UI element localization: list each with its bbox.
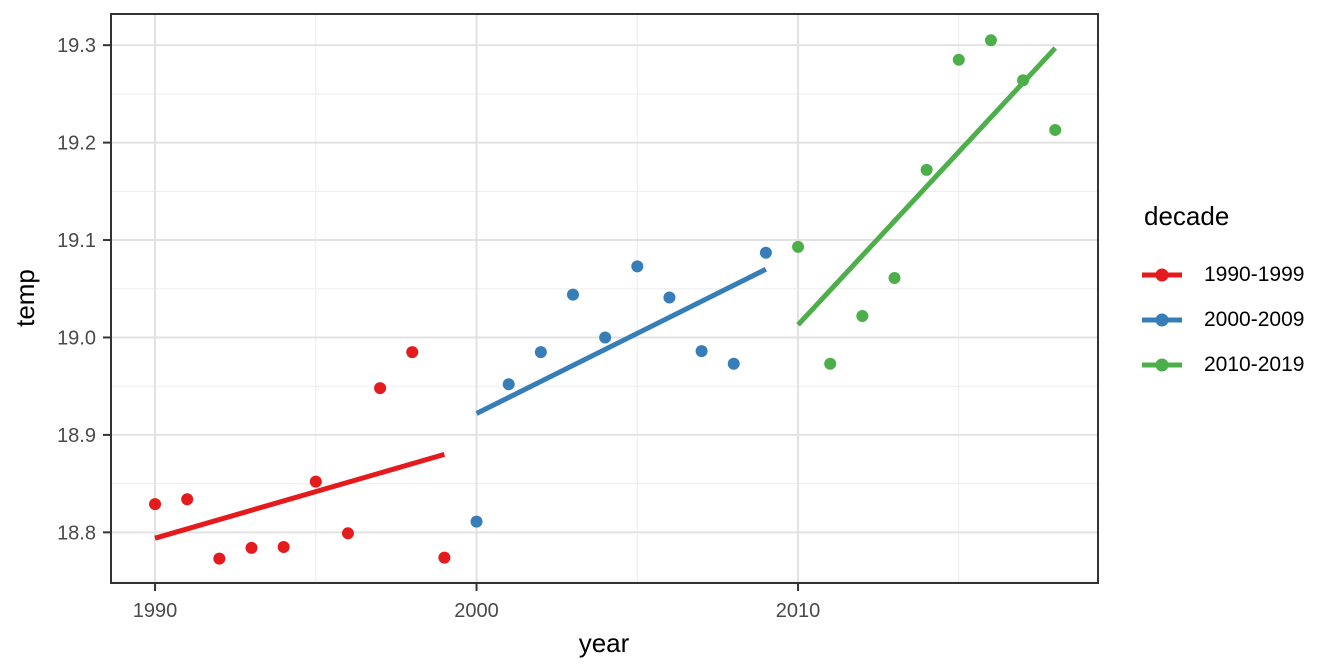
- data-point-2004: [599, 331, 612, 344]
- trend-line-2010-2019: [796, 46, 1058, 327]
- data-point-2003: [566, 288, 579, 301]
- legend-key-dot: [1155, 268, 1169, 281]
- data-point-2001: [502, 378, 515, 391]
- trend-line-1990-1999: [154, 451, 446, 541]
- trend-line-2000-2009: [475, 267, 768, 416]
- y-tick-label: 18.8: [57, 522, 96, 544]
- y-tick-label: 18.9: [57, 425, 96, 447]
- data-point-1991: [181, 493, 194, 506]
- legend-entries: 1990-1999 2000-2009 2010-2019: [1140, 252, 1304, 387]
- x-tick-label: 2010: [776, 600, 821, 622]
- data-point-2010: [792, 240, 805, 253]
- axis-tick-labels: 1990 2000 2010 18.8 18.9 19.0 19.1 19.2 19.3: [57, 35, 820, 622]
- x-axis-title: year: [579, 628, 630, 658]
- legend-entry-2010-2019: 2010-2019: [1140, 342, 1304, 387]
- x-tick-label: 2000: [454, 600, 499, 622]
- y-axis-title: temp: [10, 269, 40, 327]
- data-point-2017: [1017, 74, 1030, 87]
- y-tick-label: 19.1: [57, 230, 96, 252]
- data-point-2013: [888, 272, 901, 285]
- legend-key-icon: [1142, 358, 1182, 371]
- data-point-2007: [695, 345, 708, 358]
- data-point-2005: [631, 260, 644, 273]
- data-point-1992: [213, 552, 226, 565]
- data-point-2018: [1049, 123, 1062, 136]
- legend-title: decade: [1144, 201, 1230, 231]
- data-point-2000: [470, 515, 483, 528]
- y-tick-label: 19.0: [57, 327, 96, 349]
- data-point-2008: [727, 357, 740, 370]
- data-point-2016: [984, 34, 997, 47]
- data-point-1995: [309, 475, 322, 488]
- data-point-2006: [663, 291, 676, 304]
- data-point-2012: [856, 310, 869, 323]
- data-points: [149, 34, 1062, 565]
- panel-border: [110, 13, 1099, 584]
- data-point-1997: [374, 382, 387, 395]
- legend-entry-2000-2009: 2000-2009: [1140, 297, 1304, 342]
- axis-ticks: [103, 44, 800, 591]
- data-point-1998: [406, 346, 419, 359]
- x-tick-label: 1990: [133, 600, 178, 622]
- legend-entry-1990-1999: 1990-1999: [1140, 252, 1304, 297]
- y-tick-label: 19.2: [57, 133, 96, 155]
- legend-key-dot: [1155, 313, 1169, 326]
- data-point-2015: [952, 53, 965, 66]
- data-point-1996: [341, 527, 354, 540]
- legend-key-icon: [1142, 268, 1182, 281]
- plot-panel: [111, 14, 1098, 583]
- legend-key-icon: [1142, 313, 1182, 326]
- legend-key-dot: [1155, 358, 1169, 371]
- data-point-1993: [245, 541, 258, 554]
- data-point-2011: [824, 357, 837, 370]
- data-point-1990: [149, 498, 162, 511]
- legend: decade 1990-1999 2000-2009 2010-2019: [1140, 200, 1304, 387]
- data-point-1999: [438, 551, 451, 564]
- gridlines-minor: [111, 14, 1098, 583]
- legend-label: 2000-2009: [1204, 307, 1305, 331]
- legend-label: 1990-1999: [1204, 262, 1305, 286]
- data-point-2009: [759, 246, 772, 259]
- data-point-2014: [920, 163, 933, 176]
- data-point-1994: [277, 540, 290, 553]
- legend-label: 2010-2019: [1204, 352, 1305, 376]
- data-point-2002: [534, 346, 547, 359]
- y-tick-label: 19.3: [57, 35, 96, 57]
- trend-lines: [154, 46, 1058, 541]
